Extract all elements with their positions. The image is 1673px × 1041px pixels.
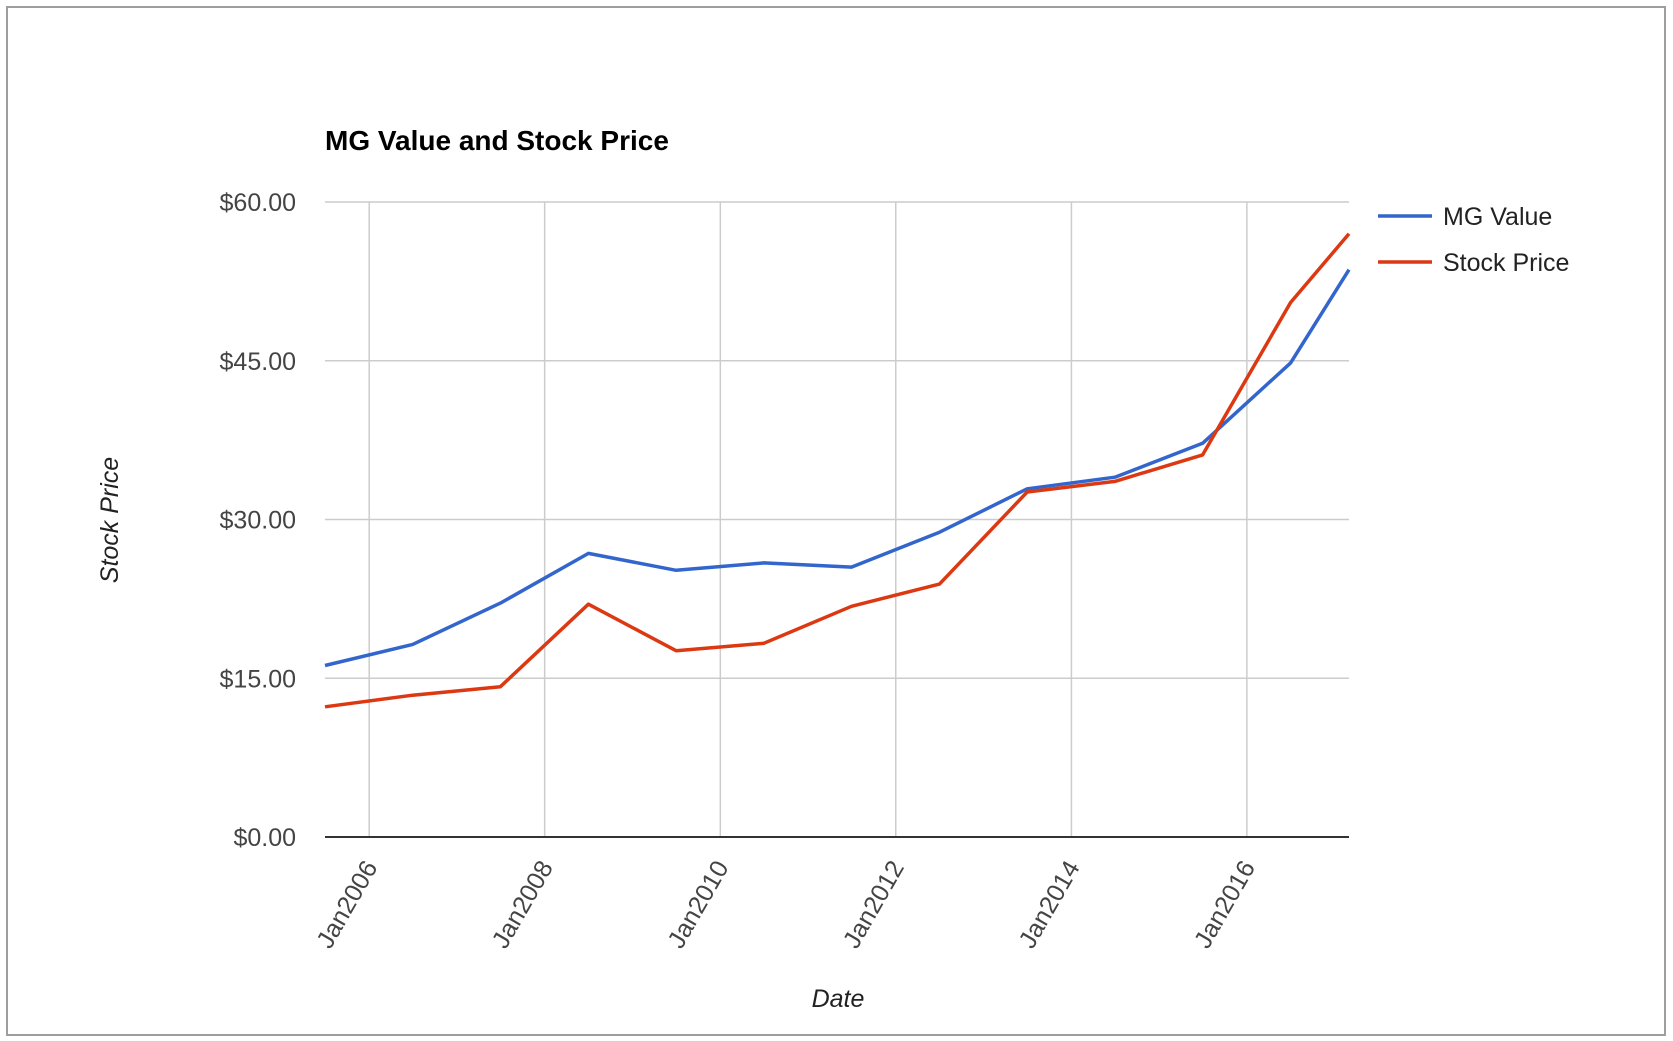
x-axis-title: Date	[812, 985, 865, 1013]
y-tick-label: $45.00	[220, 348, 296, 376]
series-lines	[324, 232, 1351, 709]
series-line-stock-price	[324, 232, 1351, 709]
x-tick-label: Jan2010	[662, 856, 734, 953]
legend-label: MG Value	[1443, 203, 1552, 231]
legend: MG Value Stock Price	[1378, 203, 1569, 277]
x-tick-label: Jan2006	[311, 856, 383, 953]
chart-frame[interactable]	[6, 6, 1666, 1036]
x-tick-label: Jan2014	[1013, 856, 1085, 953]
y-tick-label: $60.00	[220, 189, 296, 217]
x-tick-label: Jan2008	[487, 856, 559, 953]
y-tick-label: $15.00	[220, 665, 296, 693]
x-tick-label: Jan2012	[838, 856, 910, 953]
x-tick-label: Jan2016	[1189, 856, 1261, 953]
y-axis-title: Stock Price	[96, 457, 124, 583]
series-line-mg-value	[324, 268, 1351, 668]
axes: $0.00 $15.00 $30.00 $45.00 $60.00 Jan2006 Jan2…	[220, 189, 1349, 953]
y-tick-label: $30.00	[220, 507, 296, 535]
gridlines	[325, 201, 1349, 837]
legend-label: Stock Price	[1443, 249, 1569, 277]
y-tick-label: $0.00	[233, 824, 296, 852]
chart-title: MG Value and Stock Price	[325, 125, 669, 156]
